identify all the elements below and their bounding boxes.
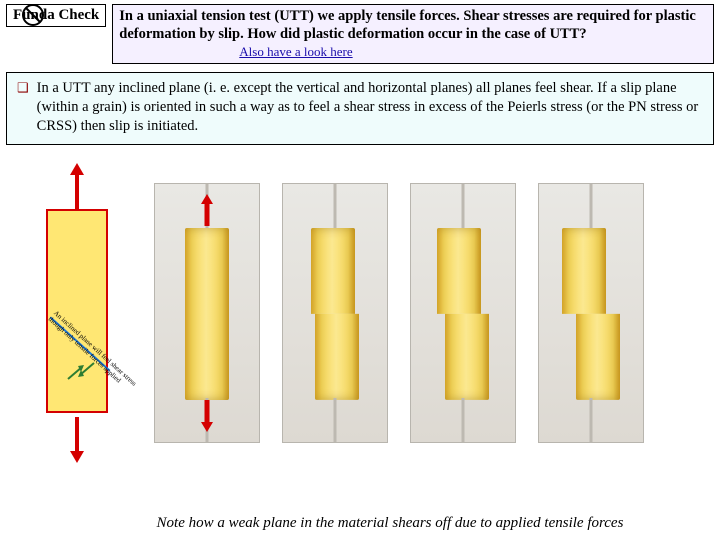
header-row: Funda Check In a uniaxial tension test (… (0, 0, 720, 66)
photo-frame-4 (538, 183, 644, 443)
figure-caption: Note how a weak plane in the material sh… (0, 515, 720, 532)
rod-bottom (462, 398, 465, 442)
photo-frame-1 (154, 183, 260, 443)
question-text: In a uniaxial tension test (UTT) we appl… (119, 8, 696, 42)
schematic-diagram: An inclined plane will feel shear stress… (22, 163, 132, 463)
tension-arrow-down-icon (68, 415, 86, 463)
no-entry-icon (21, 3, 45, 27)
slip-annotation: An inclined plane will feel shear stress… (47, 309, 147, 401)
photo-frame-3 (410, 183, 516, 443)
tension-arrow-up-icon (68, 163, 86, 211)
force-arrow-down-icon (200, 398, 214, 432)
rod-bottom (590, 398, 593, 442)
specimen-rect: An inclined plane will feel shear stress… (46, 209, 108, 413)
question-box: In a uniaxial tension test (UTT) we appl… (112, 4, 714, 64)
force-arrow-up-icon (200, 194, 214, 228)
figures-row: An inclined plane will feel shear stress… (0, 145, 720, 463)
rod-top (334, 184, 337, 230)
funda-check-box: Funda Check (6, 4, 106, 27)
answer-box: ❑ In a UTT any inclined plane (i. e. exc… (6, 72, 714, 145)
rod-bottom (334, 398, 337, 442)
rod-top (462, 184, 465, 230)
also-look-link[interactable]: Also have a look here (239, 44, 352, 59)
bullet-icon: ❑ (17, 80, 29, 136)
rod-top (590, 184, 593, 230)
answer-text: In a UTT any inclined plane (i. e. excep… (37, 79, 703, 136)
sample-bar (185, 228, 229, 400)
shear-arrows-icon (64, 357, 100, 387)
photo-frame-2 (282, 183, 388, 443)
